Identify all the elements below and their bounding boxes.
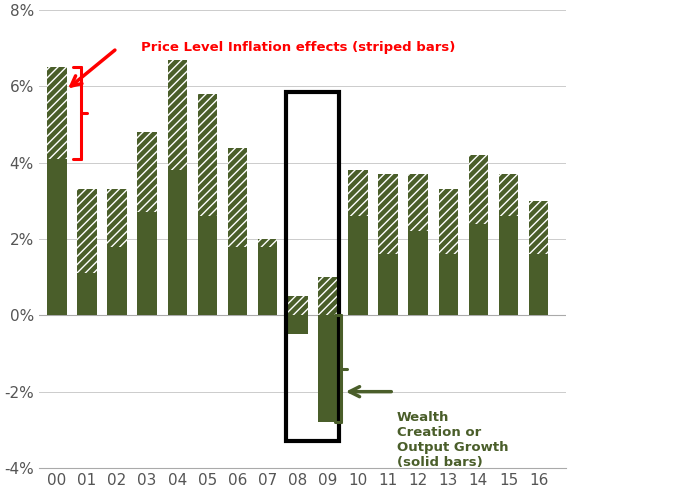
Bar [258, 239, 277, 246]
Bar [77, 274, 97, 315]
Bar [468, 224, 488, 315]
Bar [409, 174, 428, 231]
Bar [47, 67, 67, 159]
Bar [167, 60, 187, 170]
Bar [288, 315, 307, 335]
Bar [197, 94, 218, 216]
Bar [348, 216, 368, 315]
Bar [107, 189, 127, 246]
Text: Price Level Inflation effects (striped bars): Price Level Inflation effects (striped b… [141, 41, 455, 54]
Bar [378, 254, 398, 315]
Bar [107, 246, 127, 315]
Bar [439, 254, 458, 315]
Bar [529, 201, 548, 254]
Bar [529, 254, 548, 315]
Bar [318, 315, 338, 422]
Bar [258, 239, 277, 246]
Bar [288, 296, 307, 315]
Bar [47, 159, 67, 315]
Bar [228, 246, 247, 315]
Bar [167, 60, 187, 170]
Bar [348, 170, 368, 216]
Bar [107, 189, 127, 246]
Bar [288, 296, 307, 315]
Bar [378, 174, 398, 254]
Bar [409, 231, 428, 315]
Bar [439, 189, 458, 254]
Bar [378, 174, 398, 254]
Bar [499, 174, 518, 216]
Bar [197, 216, 218, 315]
Bar [409, 174, 428, 231]
Bar [318, 277, 338, 315]
Bar [529, 201, 548, 254]
Bar [468, 155, 488, 224]
Bar [77, 189, 97, 274]
Bar [468, 155, 488, 224]
Bar [197, 94, 218, 216]
Bar [499, 174, 518, 216]
Bar [348, 170, 368, 216]
Bar [258, 246, 277, 315]
Bar [77, 189, 97, 274]
Bar [318, 277, 338, 315]
Bar [138, 132, 157, 213]
Text: Wealth
Creation or
Output Growth
(solid bars): Wealth Creation or Output Growth (solid … [397, 411, 509, 469]
Bar [138, 132, 157, 213]
Bar [439, 189, 458, 254]
Bar [499, 216, 518, 315]
Bar [138, 213, 157, 315]
Bar [47, 67, 67, 159]
Bar [167, 170, 187, 315]
Bar [228, 148, 247, 246]
Bar [228, 148, 247, 246]
Bar [286, 92, 339, 441]
